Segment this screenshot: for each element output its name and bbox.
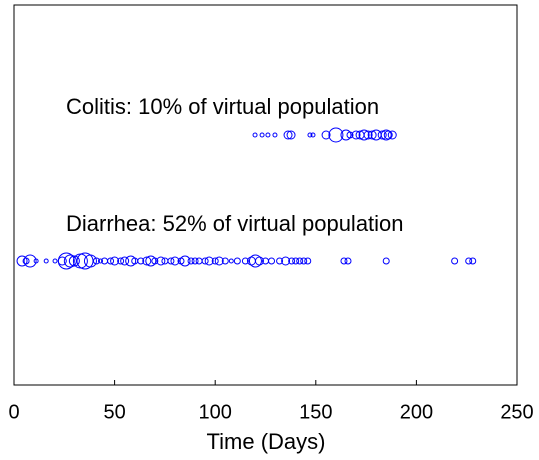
data-point [195, 257, 203, 265]
data-point [310, 132, 316, 138]
data-point [221, 257, 229, 265]
data-point [340, 129, 352, 141]
data-point [351, 130, 361, 140]
data-point [92, 257, 100, 265]
data-point [110, 256, 120, 266]
data-point [57, 252, 75, 270]
data-point [214, 256, 224, 266]
data-point [52, 258, 58, 264]
data-point [125, 255, 137, 267]
data-point [120, 256, 130, 266]
data-point [98, 258, 104, 264]
annotation: Diarrhea: 52% of virtual population [66, 211, 404, 236]
data-point [292, 257, 300, 265]
data-point [272, 132, 278, 138]
data-point [286, 130, 296, 140]
data-point [328, 127, 344, 143]
data-point [363, 130, 373, 140]
data-point [451, 257, 459, 265]
data-point [22, 257, 30, 265]
data-point [300, 257, 308, 265]
x-axis-label: Time (Days) [207, 429, 326, 454]
data-point [63, 254, 77, 268]
data-point [259, 132, 265, 138]
data-point [23, 254, 37, 268]
data-point [307, 132, 313, 138]
x-tick-label: 50 [103, 401, 125, 423]
data-point [252, 132, 258, 138]
data-point [469, 257, 477, 265]
data-point [276, 257, 284, 265]
data-point [340, 257, 348, 265]
data-point [43, 258, 49, 264]
data-point [367, 130, 377, 140]
x-tick-label: 0 [8, 401, 19, 423]
data-point [156, 256, 166, 266]
plot-frame [13, 4, 518, 386]
data-point [358, 129, 370, 141]
data-point [265, 132, 271, 138]
data-point [344, 257, 352, 265]
data-point [68, 255, 80, 267]
annotation: Colitis: 10% of virtual population [66, 94, 379, 119]
data-point [283, 130, 293, 140]
data-point [204, 256, 214, 266]
data-point [72, 253, 88, 269]
data-point [465, 257, 473, 265]
data-point [241, 257, 249, 265]
data-point [321, 130, 331, 140]
data-point [233, 257, 241, 265]
data-point [137, 257, 145, 265]
data-point [201, 257, 209, 265]
data-point [248, 254, 262, 268]
data-point [187, 257, 195, 265]
data-point [191, 257, 199, 265]
data-point [117, 257, 125, 265]
x-tick-label: 100 [199, 401, 232, 423]
data-point [179, 255, 191, 267]
data-point [346, 131, 354, 139]
data-point [211, 257, 219, 265]
data-point [380, 129, 392, 141]
data-point [145, 255, 157, 267]
data-point [377, 130, 387, 140]
data-point [254, 256, 264, 266]
data-point [304, 257, 312, 265]
data-point [83, 254, 97, 268]
data-point [142, 256, 152, 266]
data-point [167, 257, 175, 265]
data-point [151, 257, 159, 265]
data-point [268, 257, 276, 265]
x-tick-label: 200 [400, 401, 433, 423]
data-point [382, 257, 390, 265]
x-tick-label: 150 [299, 401, 332, 423]
data-point [33, 258, 39, 264]
data-point [296, 257, 304, 265]
data-point [288, 257, 296, 265]
data-point [383, 130, 393, 140]
data-point [107, 257, 115, 265]
x-tick-label: 250 [500, 401, 533, 423]
data-point [16, 255, 28, 267]
data-point [281, 256, 291, 266]
data-point [170, 256, 180, 266]
data-point [228, 258, 234, 264]
data-point [387, 130, 397, 140]
